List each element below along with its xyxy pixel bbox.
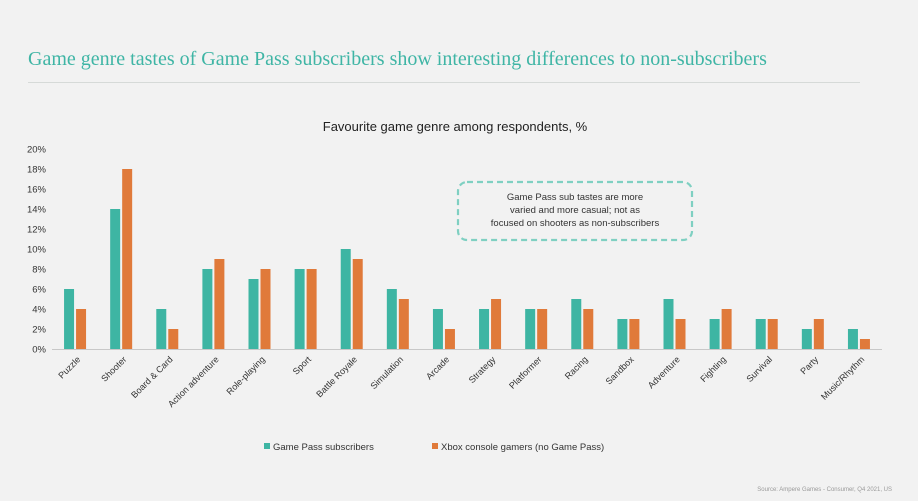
legend-label: Game Pass subscribers xyxy=(273,442,374,453)
bar-no-game-pass xyxy=(537,309,548,349)
x-tick-label: Music/Rhythm xyxy=(819,354,866,401)
slide-title: Game genre tastes of Game Pass subscribe… xyxy=(28,48,767,70)
x-tick-label: Adventure xyxy=(646,354,682,390)
chart-title: Favourite game genre among respondents, … xyxy=(323,119,588,134)
bar-no-game-pass xyxy=(629,319,640,349)
x-tick-label: Strategy xyxy=(467,354,498,385)
y-tick-label: 16% xyxy=(27,185,47,196)
x-tick-label: Sport xyxy=(291,354,314,377)
legend-swatch xyxy=(264,443,270,449)
y-tick-label: 8% xyxy=(32,265,46,276)
legend-label: Xbox console gamers (no Game Pass) xyxy=(441,442,604,453)
bar-no-game-pass xyxy=(767,319,778,349)
callout-border xyxy=(456,180,694,242)
x-tick-label: Simulation xyxy=(368,354,405,391)
bar-game-pass xyxy=(340,249,351,349)
bar-game-pass xyxy=(64,289,75,349)
bar-game-pass xyxy=(709,319,720,349)
bar-game-pass xyxy=(801,329,812,349)
x-tick-label: Puzzle xyxy=(56,354,82,380)
y-tick-label: 0% xyxy=(32,345,46,356)
callout-text: varied and more casual; not as xyxy=(510,205,640,216)
callout-text: focused on shooters as non-subscribers xyxy=(491,218,660,229)
bar-game-pass xyxy=(571,299,582,349)
bar-game-pass xyxy=(386,289,397,349)
x-tick-label: Battle Royale xyxy=(314,354,359,399)
x-tick-label: Shooter xyxy=(99,354,128,383)
callout-text: Game Pass sub tastes are more xyxy=(507,192,643,203)
y-tick-label: 20% xyxy=(27,145,47,156)
x-tick-label: Survival xyxy=(744,354,774,384)
x-tick-label: Arcade xyxy=(424,354,451,381)
x-tick-label: Sandbox xyxy=(604,354,637,387)
x-tick-label: Racing xyxy=(563,354,590,381)
y-tick-label: 10% xyxy=(27,245,47,256)
bar-game-pass xyxy=(525,309,536,349)
bar-game-pass xyxy=(156,309,167,349)
bar-no-game-pass xyxy=(491,299,502,349)
bar-game-pass xyxy=(248,279,259,349)
bar-game-pass xyxy=(755,319,766,349)
bar-game-pass xyxy=(110,209,121,349)
y-tick-label: 2% xyxy=(32,325,46,336)
bar-no-game-pass xyxy=(352,259,363,349)
bar-no-game-pass xyxy=(398,299,409,349)
bar-game-pass xyxy=(479,309,490,349)
bar-no-game-pass xyxy=(168,329,179,349)
y-tick-label: 12% xyxy=(27,225,47,236)
x-tick-label: Party xyxy=(798,354,820,376)
bar-no-game-pass xyxy=(675,319,686,349)
bar-no-game-pass xyxy=(444,329,455,349)
annotation-callout: Game Pass sub tastes are more varied and … xyxy=(456,180,694,242)
x-tick-label: Fighting xyxy=(698,354,728,384)
x-tick-label: Action adventure xyxy=(166,354,221,409)
bar-game-pass xyxy=(617,319,628,349)
y-tick-label: 4% xyxy=(32,305,46,316)
bar-no-game-pass xyxy=(76,309,87,349)
x-tick-label: Platformer xyxy=(507,354,543,390)
bar-no-game-pass xyxy=(813,319,824,349)
bar-no-game-pass xyxy=(859,339,870,349)
legend-swatch xyxy=(432,443,438,449)
bar-no-game-pass xyxy=(583,309,594,349)
source-note: Source: Ampere Games - Consumer, Q4 2021… xyxy=(757,487,892,493)
bar-no-game-pass xyxy=(122,169,133,349)
x-tick-label: Role-playing xyxy=(224,354,266,396)
y-tick-label: 6% xyxy=(32,285,46,296)
bar-no-game-pass xyxy=(260,269,271,349)
title-divider xyxy=(28,82,860,83)
x-tick-label: Board & Card xyxy=(129,354,175,400)
y-tick-label: 14% xyxy=(27,205,47,216)
bar-no-game-pass xyxy=(721,309,732,349)
bar-game-pass xyxy=(847,329,858,349)
y-tick-label: 18% xyxy=(27,165,47,176)
legend: Game Pass subscribers Xbox console gamers… xyxy=(264,442,604,453)
bar-game-pass xyxy=(663,299,674,349)
y-axis: 0% 2% 4% 6% 8% 10% 12% 14% 16% 18% 20% xyxy=(27,145,47,356)
bar-game-pass xyxy=(432,309,443,349)
bar-game-pass xyxy=(202,269,213,349)
bar-no-game-pass xyxy=(214,259,225,349)
bar-game-pass xyxy=(294,269,305,349)
bars-group xyxy=(64,169,870,349)
bar-no-game-pass xyxy=(306,269,317,349)
